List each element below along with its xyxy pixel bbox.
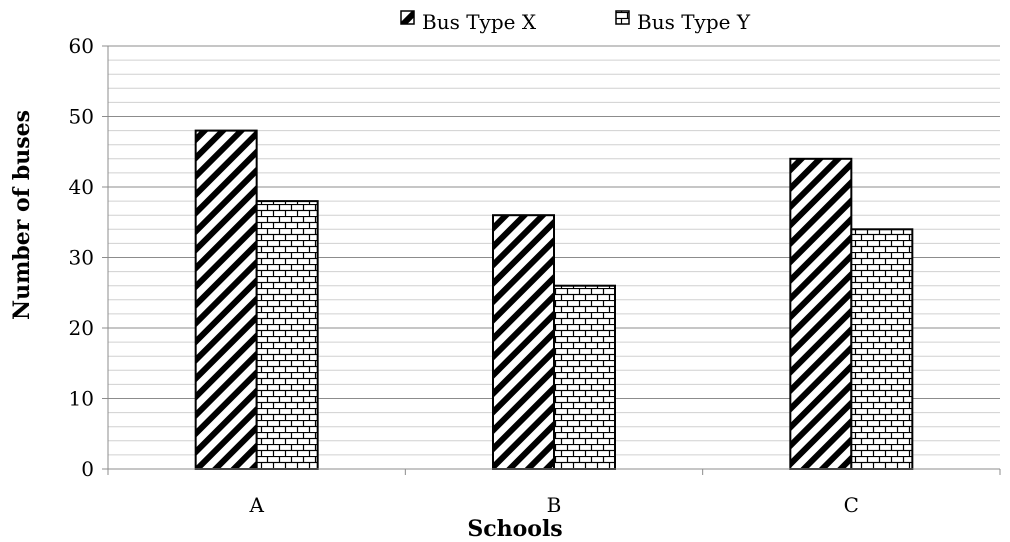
legend-item-bus-type-x: Bus Type X [400,10,537,34]
y-tick-label: 20 [69,316,94,340]
x-tick-label: B [547,493,562,517]
legend-label-bus-type-x: Bus Type X [422,10,537,34]
x-tick-labels: A B C [248,493,859,517]
axes [102,45,1001,475]
legend: Bus Type X Bus Type Y [400,10,751,34]
bar-bus-type-y-a [255,200,319,470]
y-tick-label: 30 [69,246,94,270]
legend-swatch-bus-type-y [615,10,630,25]
x-tick-label: A [248,493,264,517]
y-tick-label: 40 [69,175,94,199]
legend-swatch-bus-type-x [400,10,415,25]
bar-bus-type-y-b [553,284,616,471]
y-tick-label: 0 [81,457,94,481]
y-tick-label: 60 [69,34,94,58]
x-tick-label: C [844,493,859,517]
x-axis-title: Schools [467,516,562,542]
legend-item-bus-type-y: Bus Type Y [615,10,751,34]
legend-label-bus-type-y: Bus Type Y [637,10,751,34]
y-tick-labels: 0 10 20 30 40 50 60 [69,34,94,481]
bar-bus-type-x-c [789,157,853,471]
y-tick-label: 50 [69,105,94,129]
bars [194,129,914,471]
y-tick-label: 10 [69,387,94,411]
bar-bus-type-x-a [194,129,258,470]
bar-bus-type-y-c [850,228,914,470]
bar-bus-type-x-b [492,214,555,470]
y-axis-title: Number of buses [9,110,35,320]
